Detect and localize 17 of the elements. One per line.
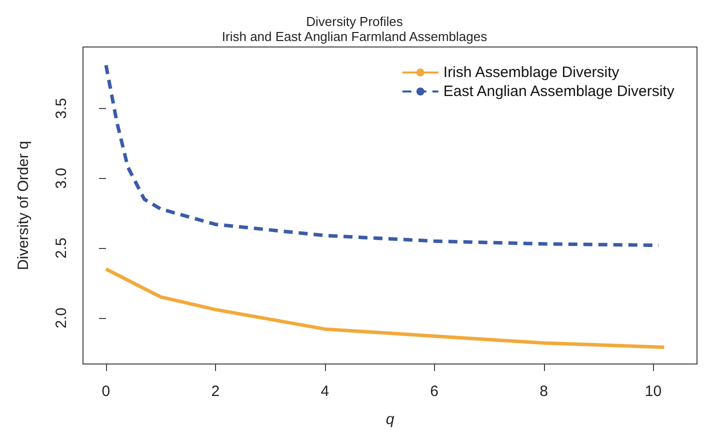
- x-tick-label: 4: [320, 383, 330, 400]
- legend-label: Irish Assemblage Diversity: [443, 64, 620, 81]
- x-tick-label: 2: [211, 383, 220, 400]
- x-tick-label: 0: [102, 383, 110, 400]
- y-axis-title: Diversity of Order q: [15, 140, 32, 270]
- y-tick-label: 2.5: [53, 238, 70, 259]
- x-tick-label: 10: [644, 383, 662, 400]
- x-axis-title: q: [386, 411, 395, 428]
- legend-label: East Anglian Assemblage Diversity: [443, 83, 675, 100]
- chart-title: Diversity Profiles: [306, 14, 404, 29]
- line-series: [104, 267, 666, 349]
- x-tick-label: 8: [540, 383, 548, 400]
- x-tick-label: 6: [430, 383, 438, 400]
- y-tick-label: 3.0: [53, 168, 70, 189]
- y-tick-label: 3.5: [53, 98, 70, 119]
- y-tick-label: 2.0: [53, 307, 70, 328]
- chart-subtitle: Irish and East Anglian Farmland Assemblages: [222, 29, 488, 44]
